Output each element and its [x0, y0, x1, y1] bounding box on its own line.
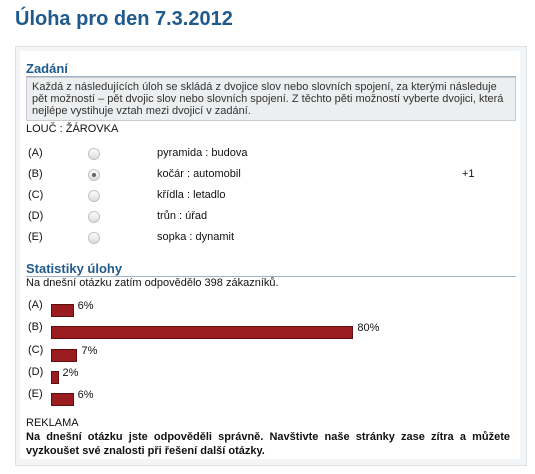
instruction: Každá z následujících úloh se skládá z d… — [26, 77, 516, 121]
radio-button[interactable] — [88, 232, 100, 244]
option-letter: (B) — [28, 168, 43, 180]
option-letter: (E) — [28, 231, 43, 243]
value-label: 2% — [62, 366, 79, 379]
radio-button[interactable] — [88, 211, 100, 223]
bar-label: (D) — [28, 365, 44, 378]
bar-label: (A) — [28, 299, 43, 311]
bar-label: (C) — [28, 343, 44, 356]
option-letter: (D) — [28, 210, 44, 222]
score: +1 — [462, 168, 475, 180]
ad-text: Na dnešní otázku jste odpověděli správně… — [26, 431, 510, 457]
option-text: pyramida : budova — [157, 147, 248, 159]
option-letter: (A) — [28, 147, 43, 159]
radio-button[interactable] — [88, 190, 100, 202]
radio-button[interactable] — [88, 148, 100, 160]
bar — [51, 326, 354, 340]
question: LOUČ : ŽÁROVKA — [26, 123, 119, 135]
value-label: 6% — [77, 389, 94, 402]
task-heading: Zadání — [26, 61, 68, 76]
bar-label: (E) — [28, 388, 43, 401]
divider — [26, 276, 516, 277]
option-text: sopka : dynamit — [157, 231, 235, 243]
stats-summary: Na dnešní otázku zatím odpovědělo 398 zá… — [26, 277, 279, 289]
bar — [51, 370, 59, 384]
option-text: trůn : úřad — [157, 210, 208, 222]
divider — [26, 76, 516, 77]
option-letter: (C) — [28, 189, 44, 201]
value-label: 6% — [77, 300, 94, 312]
bar-label: (B) — [28, 321, 43, 334]
option-text: křídla : letadlo — [157, 189, 226, 201]
value-label: 80% — [357, 322, 380, 335]
bar — [51, 348, 78, 362]
value-label: 7% — [81, 344, 98, 357]
bar — [51, 393, 74, 407]
radio-button[interactable] — [88, 169, 100, 181]
bar — [51, 304, 74, 317]
ad-heading: REKLAMA — [26, 417, 79, 429]
option-text: kočár : automobil — [157, 168, 241, 180]
stats-heading: Statistiky úlohy — [26, 261, 123, 276]
page-title: Úloha pro den 7.3.2012 — [15, 8, 233, 30]
